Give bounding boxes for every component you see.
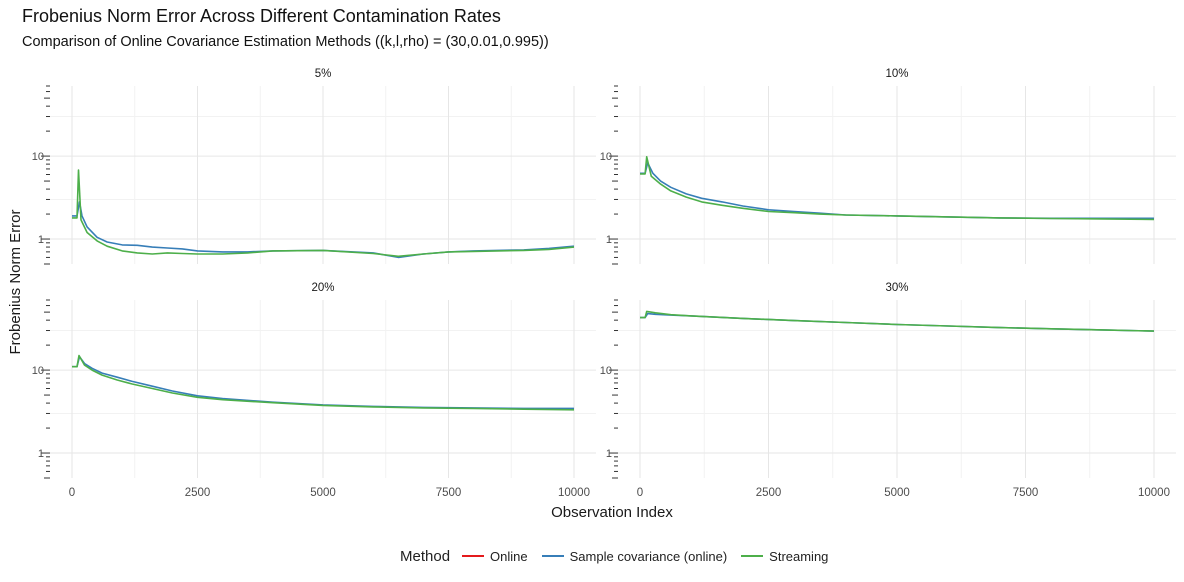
legend-key-streaming [741, 555, 764, 557]
legend-label-sample-covariance: Sample covariance (online) [569, 548, 728, 564]
x-axis-title: Observation Index [551, 504, 673, 521]
y-axis-title: Frobenius Norm Error [7, 209, 24, 354]
series-line-streaming-20 [72, 354, 575, 411]
y-tick-label: 10 [600, 151, 612, 163]
x-tick-label: 7500 [1013, 487, 1039, 499]
y-tick-label: 1 [606, 234, 612, 246]
y-tick-label: 10 [32, 151, 44, 163]
legend-label-online: Online [490, 548, 528, 564]
x-tick-label: 2500 [756, 487, 782, 499]
x-tick-label: 10000 [1138, 487, 1170, 499]
series-line-streaming-30 [640, 310, 1155, 332]
panel-label-5: 5% [315, 68, 332, 80]
y-tick-label: 10 [600, 365, 612, 377]
x-tick-label: 5000 [884, 487, 910, 499]
x-tick-label: 10000 [558, 487, 590, 499]
legend: Method Online Sample covariance (online)… [400, 546, 842, 566]
legend-key-online [462, 555, 485, 557]
panel-label-30: 30% [885, 282, 908, 294]
x-tick-label: 0 [637, 487, 643, 499]
series-line-streaming-5 [72, 169, 575, 258]
panel-label-10: 10% [885, 68, 908, 80]
legend-key-sample-covariance [541, 555, 564, 557]
x-tick-label: 7500 [436, 487, 462, 499]
legend-title: Method [400, 547, 451, 565]
legend-item-sample-covariance: Sample covariance (online) [541, 548, 728, 564]
legend-label-streaming: Streaming [769, 548, 829, 564]
y-tick-label: 1 [38, 448, 44, 460]
series-line-streaming-10 [640, 156, 1155, 221]
legend-item-online: Online [462, 549, 528, 564]
chart-title: Frobenius Norm Error Across Different Co… [22, 6, 501, 26]
x-tick-label: 5000 [310, 487, 336, 499]
x-tick-label: 0 [69, 487, 75, 499]
panel-label-20: 20% [311, 282, 334, 294]
chart-subtitle: Comparison of Online Covariance Estimati… [22, 34, 549, 50]
legend-item-streaming: Streaming [741, 549, 828, 564]
x-tick-label: 2500 [185, 487, 211, 499]
y-tick-label: 1 [38, 234, 44, 246]
y-tick-label: 1 [606, 448, 612, 460]
y-tick-label: 10 [32, 365, 44, 377]
